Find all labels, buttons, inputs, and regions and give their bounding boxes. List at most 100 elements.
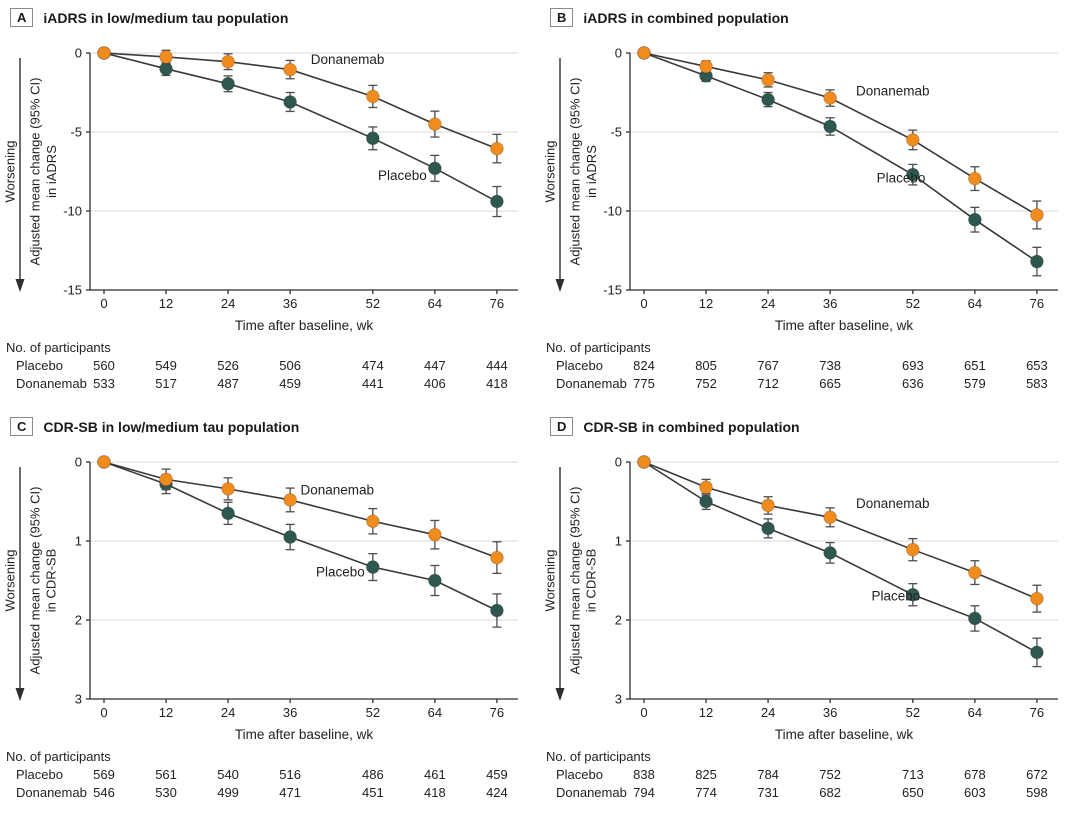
marker-placebo [159,61,173,76]
participants-value: 665 [819,376,841,391]
participants-value: 540 [217,767,239,782]
x-axis-title: Time after baseline, wk [235,318,374,333]
worsening-arrow-icon [15,58,25,292]
marker-placebo [967,212,982,227]
axes [86,461,518,703]
panel-header: C CDR-SB in low/medium tau population [10,417,299,436]
participants-value: 653 [1026,358,1048,373]
marker-donanemab [221,481,235,496]
y-axis-title-text1: Adjusted mean change (95% CI) [567,77,583,266]
marker-placebo [490,194,504,209]
panel-b: 0 -5 -10 -15 0 12 24 36 52 64 76 Placebo Donanemab Ti… [540,0,1080,409]
participants-value: 784 [757,767,779,782]
participants-value: 418 [486,376,508,391]
worsening-arrow-icon [555,58,565,292]
marker-donanemab [490,141,504,156]
y-tick-label: 0 [615,455,622,470]
participants-value: 752 [819,767,841,782]
marker-donanemab [1030,208,1044,222]
panel-header: B iADRS in combined population [550,8,789,27]
participants-value: 583 [1026,376,1048,391]
marker-donanemab [159,472,173,487]
marker-placebo [823,545,838,560]
y-tick-label: -10 [63,204,82,219]
participants-value: 461 [424,767,446,782]
y-axis-title-text2: in CDR-SB [43,548,59,613]
tick-labels: 0 -5 -10 -15 0 12 24 36 52 64 76 [603,46,1044,312]
x-tick-label: 64 [968,705,982,720]
participants-row-name: Donanemab [16,376,87,391]
y-axis-title-line1: Adjusted mean change (95% CI) [567,462,583,699]
participants-value: 579 [964,376,986,391]
x-tick-label: 64 [428,705,442,720]
panel-d: 0 1 2 3 0 12 24 36 52 64 76 Placebo Donanemab Time af… [540,409,1080,818]
x-tick-label: 36 [823,296,837,311]
x-tick-label: 36 [823,705,837,720]
series-label: Placebo [316,565,365,580]
participants-value: 825 [695,767,717,782]
panel-letter: B [550,8,574,27]
marker-donanemab [365,514,380,529]
y-axis-title-text2: in iADRS [43,145,59,198]
marker-donanemab [283,62,298,77]
series-placebo: Placebo [637,46,1044,277]
x-tick-label: 36 [283,705,297,720]
participants-value: 561 [155,767,177,782]
marker-donanemab [365,89,380,104]
x-tick-label: 24 [221,705,235,720]
x-tick-label: 0 [100,296,107,311]
y-tick-label: 3 [75,692,82,707]
participants-value: 838 [633,767,655,782]
y-axis-title-text1: Adjusted mean change (95% CI) [27,77,43,266]
marker-placebo [1030,645,1044,660]
x-tick-label: 0 [100,705,107,720]
participants-table: No. of participants Placebo 569 561 540 516 48… [6,749,508,800]
x-tick-label: 64 [428,296,442,311]
chart-iadrs-low-medium-tau: 0 -5 -10 -15 0 12 24 36 52 64 76 Placebo Donanemab Ti… [6,46,518,391]
y-axis-title-text2: in iADRS [583,145,599,198]
series-placebo: Placebo [637,455,1044,668]
participants-value: 499 [217,785,239,800]
worsening-arrow-icon [15,467,25,701]
panel-title: CDR-SB in combined population [583,418,800,435]
marker-donanemab [427,117,442,131]
y-axis-title-text1: Adjusted mean change (95% CI) [567,486,583,675]
gridlines [90,461,518,621]
x-tick-label: 24 [761,705,775,720]
participants-value: 451 [362,785,384,800]
x-tick-label: 12 [699,705,713,720]
participants-value: 650 [902,785,924,800]
x-tick-label: 12 [699,296,713,311]
participants-value: 636 [902,376,924,391]
participants-table: No. of participants Placebo 560 549 526 506 47… [6,340,508,391]
marker-placebo [761,521,775,536]
panel-letter: C [10,417,34,436]
x-tick-label: 0 [640,705,647,720]
x-tick-label: 12 [159,296,173,311]
worsening-label: Worsening [2,53,18,290]
marker-donanemab [967,171,982,186]
x-tick-label: 76 [1030,705,1044,720]
marker-donanemab [905,133,920,147]
x-tick-label: 52 [906,296,920,311]
participants-row-name: Placebo [556,767,603,782]
participants-row-name: Placebo [16,358,63,373]
series-label: Placebo [871,588,920,603]
panel-header: D CDR-SB in combined population [550,417,800,436]
marker-donanemab [905,542,920,557]
y-axis-title-text1: Adjusted mean change (95% CI) [27,486,43,675]
panel-title: iADRS in low/medium tau population [43,9,289,26]
y-axis-title-line2: in CDR-SB [43,462,59,699]
x-tick-label: 24 [221,296,235,311]
participants-value: 459 [486,767,508,782]
series-label: Donanemab [311,52,385,67]
y-tick-label: -15 [63,283,82,298]
error-bars [161,49,502,164]
participants-value: 418 [424,785,446,800]
participants-value: 459 [279,376,301,391]
participants-value: 506 [279,358,301,373]
marker-donanemab [637,455,651,469]
participants-row-name: Donanemab [556,376,627,391]
marker-donanemab [159,50,173,64]
